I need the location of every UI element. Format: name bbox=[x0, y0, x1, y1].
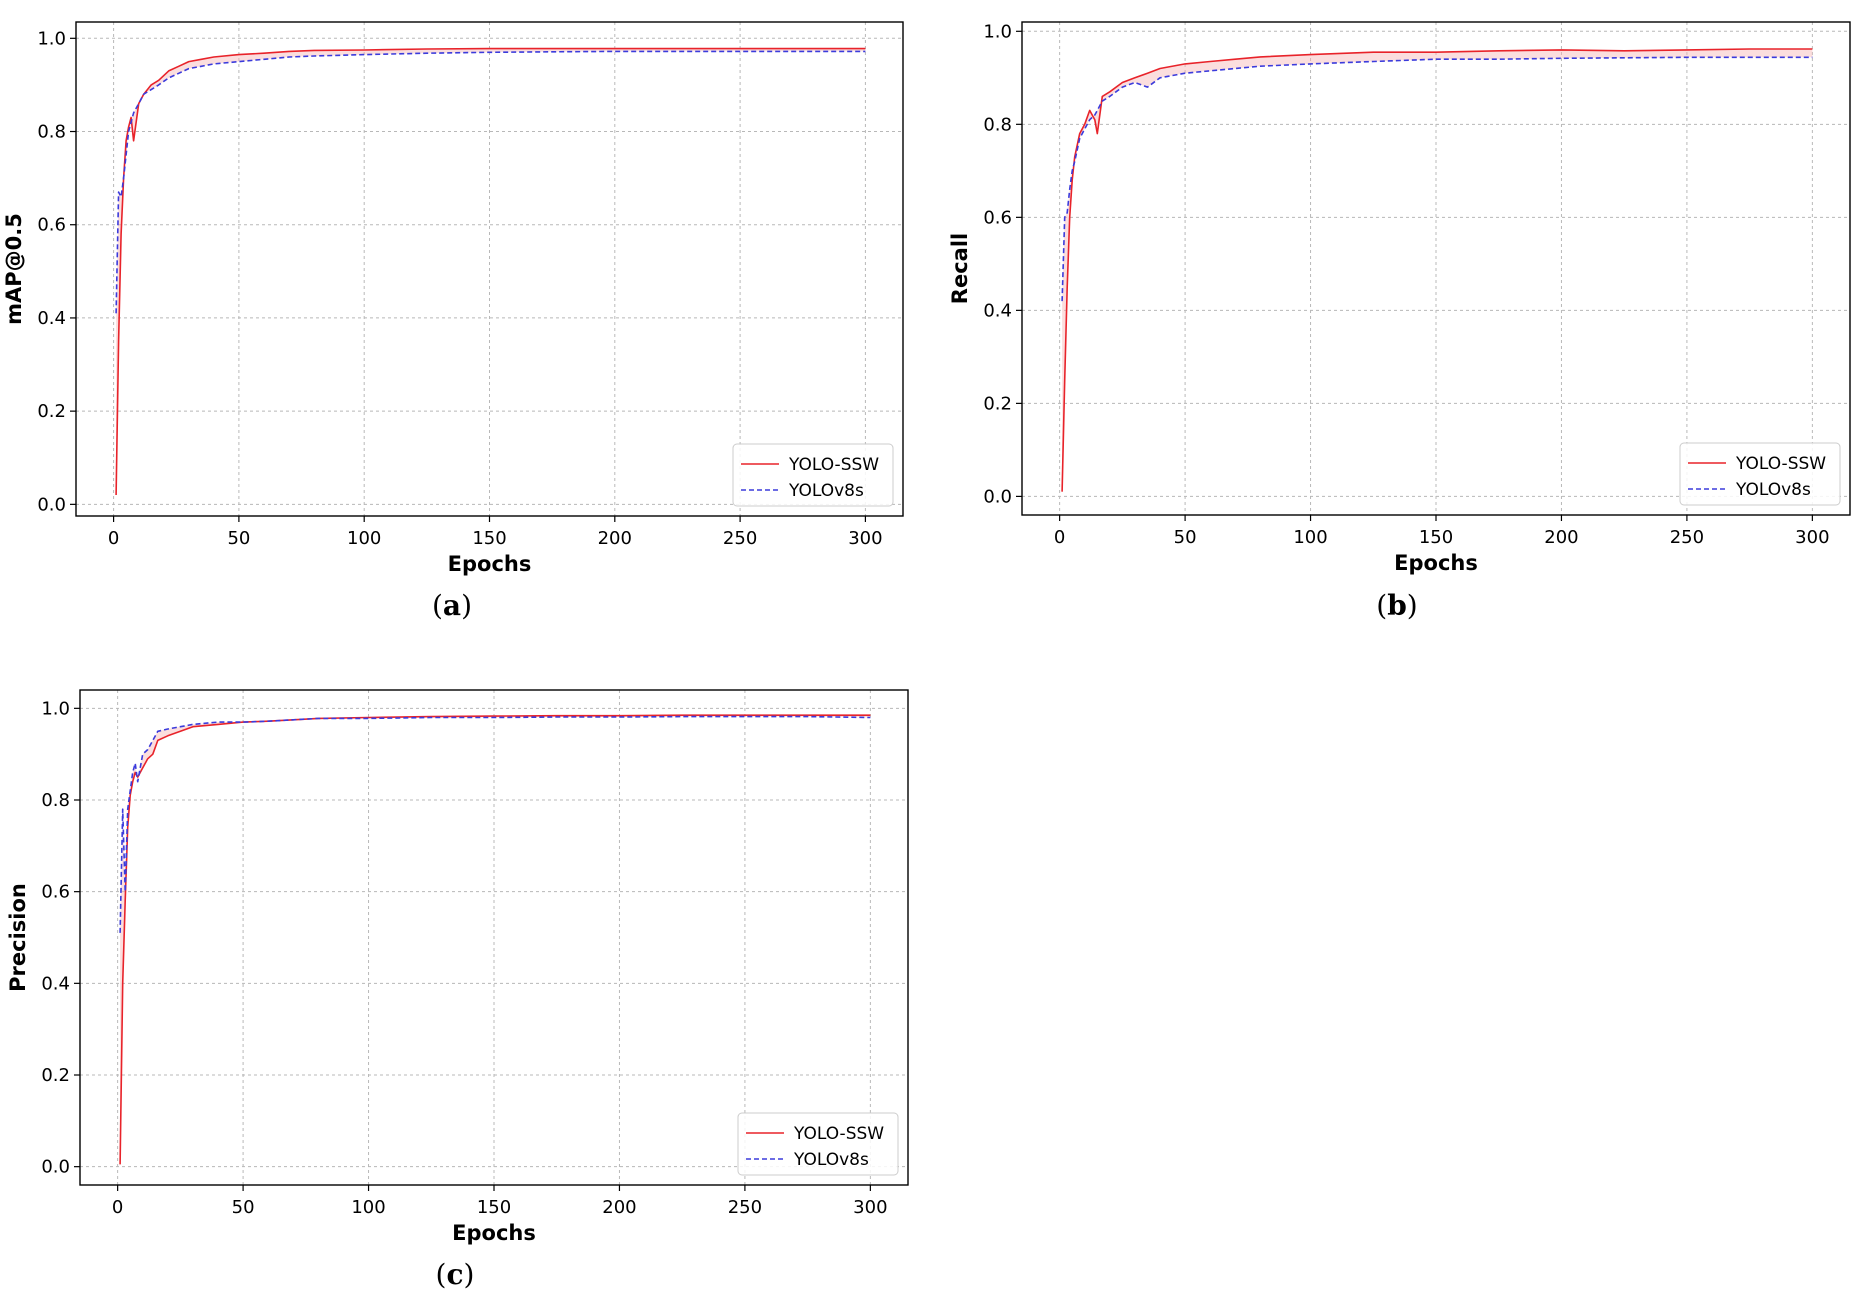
y-tick-label: 0.0 bbox=[41, 1157, 70, 1178]
legend-label: YOLOv8s bbox=[788, 481, 864, 501]
series-line-yolo-ssw bbox=[119, 714, 871, 1165]
y-tick-label: 0.0 bbox=[983, 486, 1012, 507]
x-tick-label: 300 bbox=[853, 1197, 887, 1218]
y-axis-label: mAP@0.5 bbox=[2, 213, 26, 325]
x-axis-label: Epochs bbox=[452, 1221, 536, 1245]
y-tick-label: 1.0 bbox=[983, 21, 1012, 42]
y-tick-label: 0.6 bbox=[983, 207, 1012, 228]
series-line-yolo-ssw bbox=[115, 47, 866, 496]
series-gap-fill bbox=[1062, 49, 1813, 492]
x-tick-label: 250 bbox=[723, 528, 757, 549]
x-tick-label: 100 bbox=[347, 528, 381, 549]
x-tick-label: 0 bbox=[1054, 527, 1065, 548]
panel-caption-letter: a bbox=[443, 589, 461, 622]
legend-label: YOLOv8s bbox=[1735, 480, 1811, 500]
y-tick-label: 0.8 bbox=[37, 122, 66, 143]
x-tick-label: 0 bbox=[108, 528, 119, 549]
x-tick-label: 200 bbox=[602, 1197, 636, 1218]
y-tick-label: 0.2 bbox=[37, 401, 66, 422]
series-line-yolo-ssw bbox=[1061, 48, 1813, 492]
chart-panel-a: 0 50 100 150 200 250 300 0.0 0.2 0.4 0.6 0.8 1.0 Epoc… bbox=[2, 21, 904, 622]
legend-label: YOLO-SSW bbox=[788, 455, 879, 475]
y-tick-label: 0.8 bbox=[41, 790, 70, 811]
panel-caption-letter: b bbox=[1387, 589, 1407, 622]
y-tick-label: 0.6 bbox=[37, 215, 66, 236]
legend: YOLO-SSW YOLOv8s bbox=[732, 443, 894, 507]
x-tick-label: 250 bbox=[728, 1197, 762, 1218]
x-tick-label: 200 bbox=[1544, 527, 1578, 548]
legend-label: YOLO-SSW bbox=[1735, 454, 1826, 474]
legend-label: YOLO-SSW bbox=[793, 1124, 884, 1144]
series-gap-fill bbox=[116, 48, 866, 495]
y-tick-label: 0.2 bbox=[983, 393, 1012, 414]
x-tick-label: 50 bbox=[232, 1197, 255, 1218]
series-line-yolov8s bbox=[115, 50, 866, 314]
y-tick-label: 0.4 bbox=[41, 973, 70, 994]
legend: YOLO-SSW YOLOv8s bbox=[1679, 442, 1841, 506]
y-tick-label: 0.4 bbox=[37, 308, 66, 329]
series-gap-fill bbox=[120, 715, 871, 1165]
y-tick-label: 0.6 bbox=[41, 882, 70, 903]
x-axis-label: Epochs bbox=[448, 552, 532, 576]
y-tick-label: 0.2 bbox=[41, 1065, 70, 1086]
x-tick-label: 250 bbox=[1670, 527, 1704, 548]
x-tick-label: 100 bbox=[1293, 527, 1327, 548]
x-tick-label: 150 bbox=[472, 528, 506, 549]
y-tick-label: 1.0 bbox=[37, 28, 66, 49]
chart-panel-c: 0 50 100 150 200 250 300 0.0 0.2 0.4 0.6 0.8 1.0 Epoc… bbox=[6, 689, 909, 1291]
x-tick-label: 150 bbox=[477, 1197, 511, 1218]
y-tick-label: 0.0 bbox=[37, 494, 66, 515]
panel-caption: (b) bbox=[1376, 589, 1417, 622]
y-axis-label: Precision bbox=[6, 883, 30, 992]
x-tick-label: 0 bbox=[112, 1197, 123, 1218]
panel-caption: (a) bbox=[432, 589, 472, 622]
legend: YOLO-SSW YOLOv8s bbox=[737, 1112, 899, 1176]
y-axis-label: Recall bbox=[948, 233, 972, 304]
x-tick-label: 50 bbox=[227, 528, 250, 549]
y-tick-label: 1.0 bbox=[41, 698, 70, 719]
chart-panel-b: 0 50 100 150 200 250 300 0.0 0.2 0.4 0.6 0.8 1.0 Epoc… bbox=[948, 21, 1851, 622]
x-axis-label: Epochs bbox=[1394, 551, 1478, 575]
y-tick-label: 0.8 bbox=[983, 114, 1012, 135]
x-tick-label: 300 bbox=[848, 528, 882, 549]
x-tick-label: 300 bbox=[1795, 527, 1829, 548]
panel-caption-letter: c bbox=[446, 1258, 463, 1291]
x-tick-label: 150 bbox=[1419, 527, 1453, 548]
legend-label: YOLOv8s bbox=[793, 1150, 869, 1170]
x-tick-label: 200 bbox=[598, 528, 632, 549]
series-line-yolov8s bbox=[119, 715, 871, 933]
y-tick-label: 0.4 bbox=[983, 300, 1012, 321]
x-tick-label: 100 bbox=[351, 1197, 385, 1218]
series-line-yolov8s bbox=[1061, 56, 1813, 302]
panel-caption: (c) bbox=[436, 1258, 475, 1291]
x-tick-label: 50 bbox=[1174, 527, 1197, 548]
